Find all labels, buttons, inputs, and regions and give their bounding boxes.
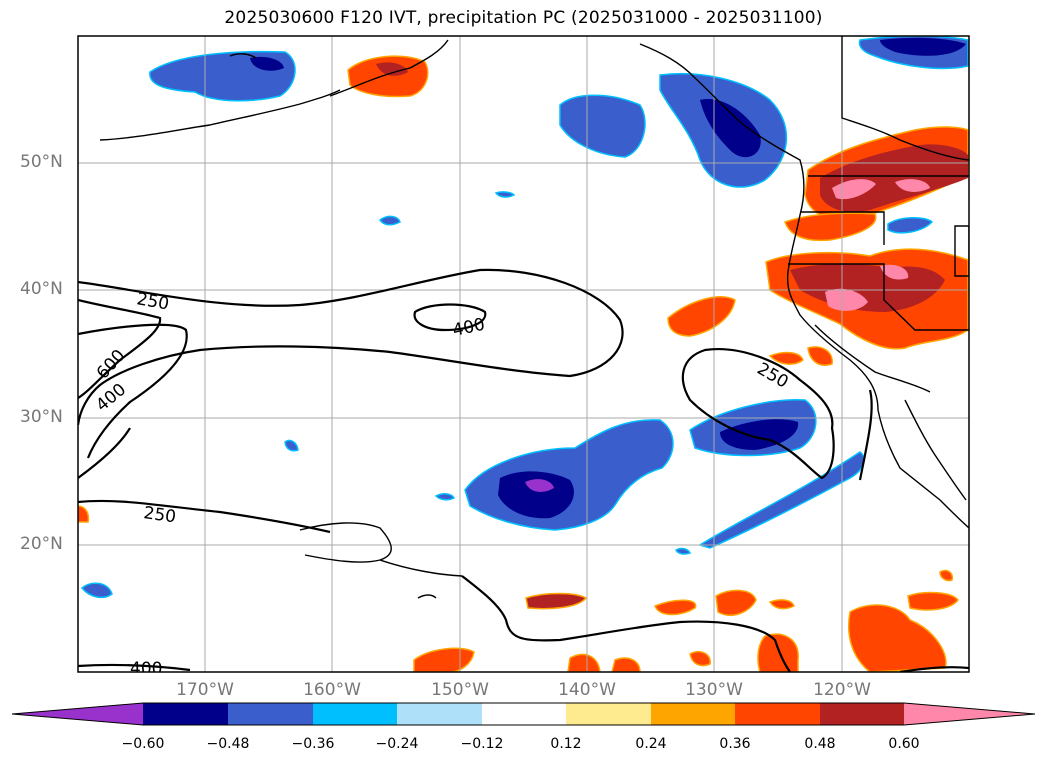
lon-label: 150°W [431,680,489,700]
contour-label: 400 [130,659,162,679]
colorbar-extend-low [12,703,143,725]
colorbar-tick: 0.24 [635,736,667,752]
lat-label: 40°N [20,279,63,299]
colorbar-tick: 0.60 [888,736,920,752]
colorbar-tick: −0.60 [121,736,165,752]
colorbar-tick: 0.12 [550,736,582,752]
graticule [78,36,969,672]
map-title: 2025030600 F120 IVT, precipitation PC (2… [224,8,823,28]
colorbar-tick: −0.48 [206,736,250,752]
colorbar-tick: 0.36 [719,736,751,752]
lon-label: 140°W [558,680,616,700]
lon-label: 160°W [303,680,361,700]
colorbar-tick: −0.12 [460,736,504,752]
contour-label: 250 [142,503,177,527]
colorbar-extend-high [904,703,1035,725]
map-area: 250 400 600 400 250 250 400 [78,36,969,679]
colorbar [11,702,1036,726]
coastlines [99,36,969,599]
lat-label: 20°N [20,534,63,554]
lon-label: 120°W [813,680,871,700]
map-frame [77,35,970,673]
lon-label: 130°W [685,680,743,700]
colorbar-tick: 0.48 [804,736,836,752]
ivt-contours [78,268,969,672]
lon-label: 170°W [176,680,234,700]
colorbar-tick: −0.36 [291,736,335,752]
lat-label: 30°N [20,407,63,427]
colorbar-tick: −0.24 [375,736,419,752]
lat-label: 50°N [20,152,63,172]
positive-precip-regions [78,55,969,672]
